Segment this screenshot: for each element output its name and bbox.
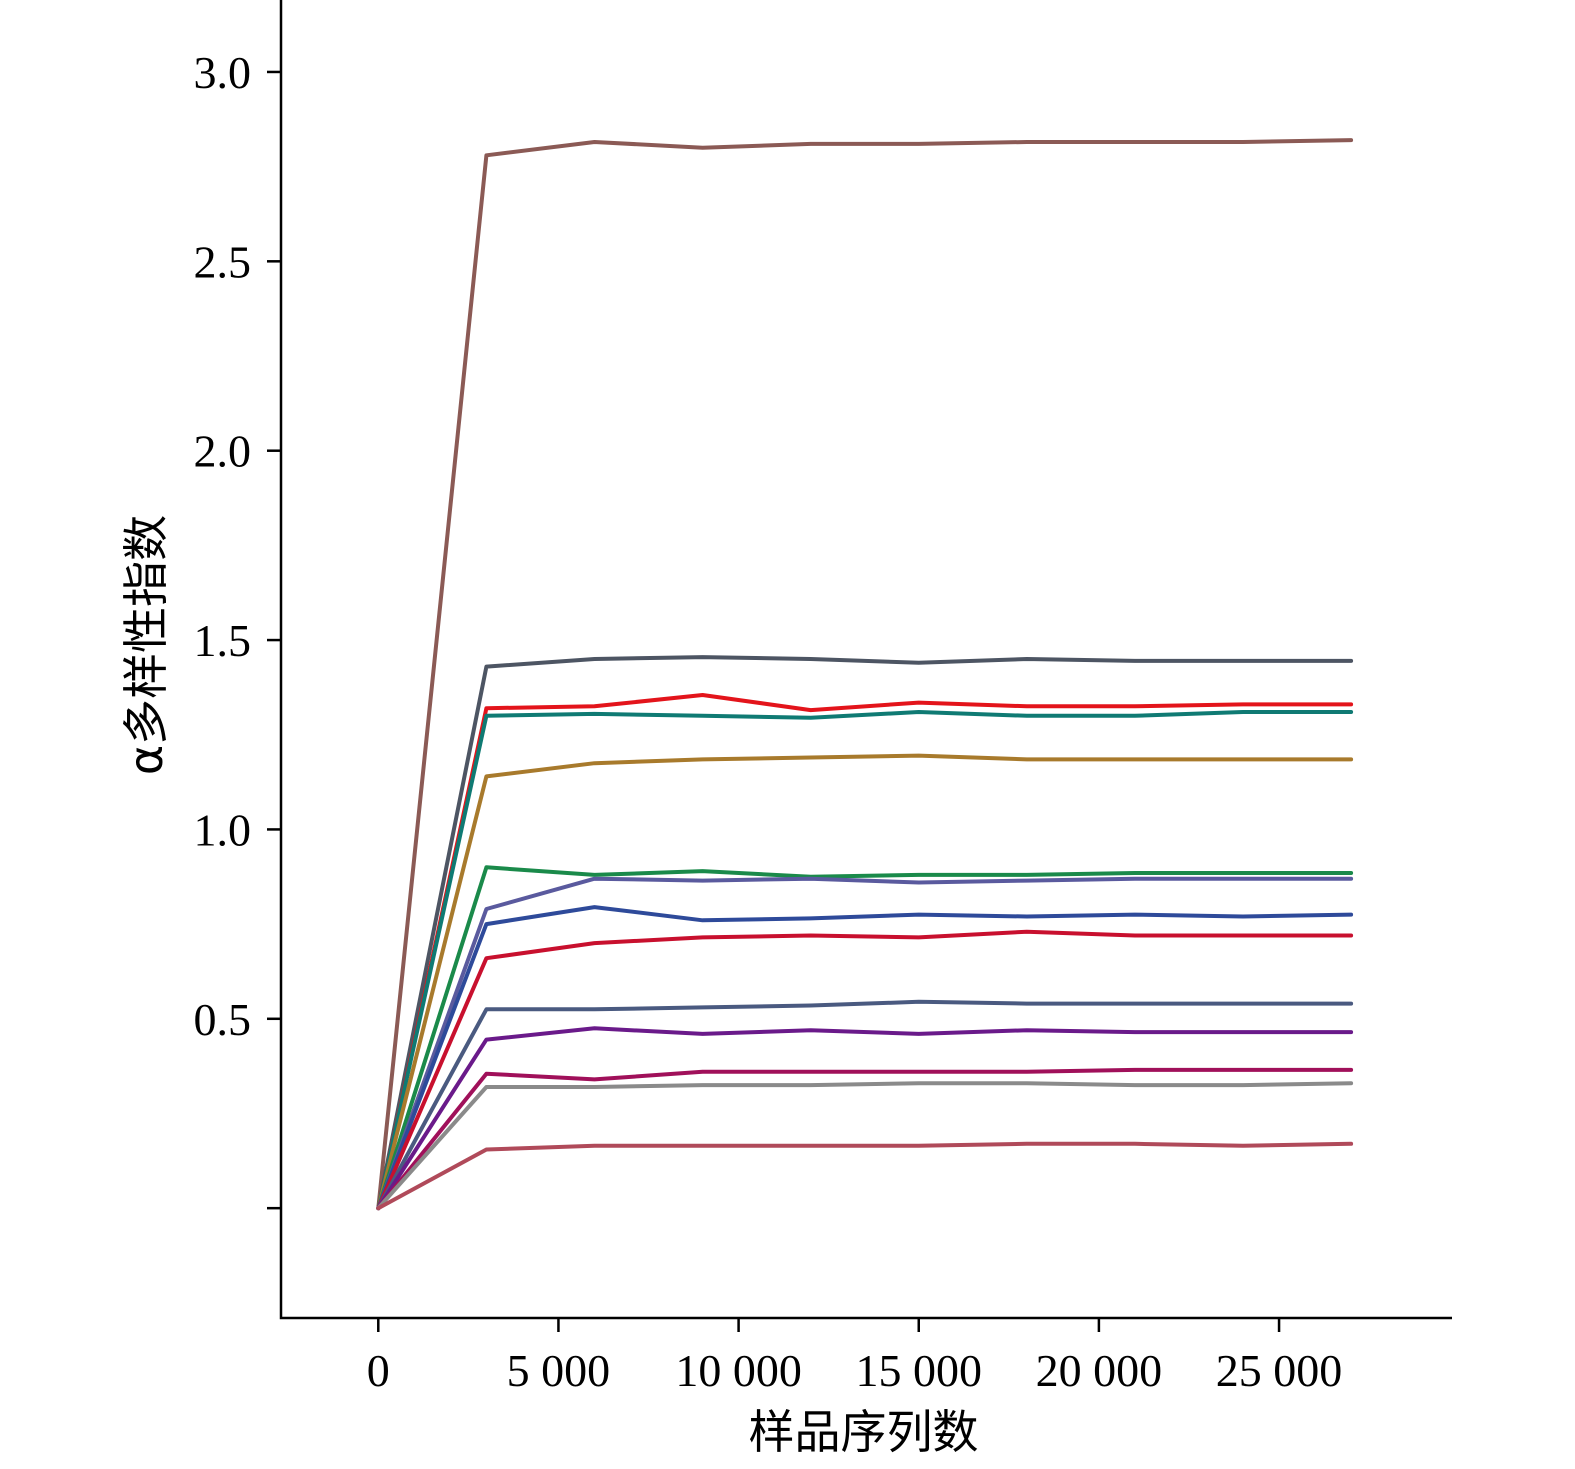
series-line-4 [376, 710, 1354, 1211]
y-tick-label: 2.5 [194, 236, 252, 287]
y-tick-label: 1.0 [194, 804, 252, 855]
axis-frame [279, 0, 1452, 1320]
x-tick-label: 15 000 [855, 1345, 982, 1396]
axes-layer [279, 0, 1452, 1320]
y-ticks: 0.5 1.0 1.5 2.0 2.5 3.0 [194, 47, 281, 1210]
series-line-10 [376, 999, 1354, 1211]
y-axis-title: α多样性指数 [119, 515, 173, 775]
x-ticks: 0 5 000 10 000 15 000 20 000 25 000 [367, 1318, 1343, 1396]
series-line-11 [376, 1026, 1354, 1211]
series-layer [376, 138, 1354, 1211]
x-axis-title: 样品序列数 [749, 1405, 979, 1459]
series-line-9 [376, 929, 1354, 1211]
y-tick-label: 1.5 [194, 615, 252, 666]
series-line-1 [376, 138, 1354, 1211]
series-line-14 [376, 1141, 1354, 1211]
series-line-3 [376, 693, 1354, 1211]
y-tick-label: 3.0 [194, 47, 252, 98]
series-line-8 [376, 905, 1354, 1211]
series-line-12 [376, 1067, 1354, 1211]
series-line-6 [376, 865, 1354, 1211]
x-tick-label: 25 000 [1216, 1345, 1343, 1396]
series-line-2 [376, 655, 1354, 1211]
series-line-7 [376, 876, 1354, 1211]
x-tick-label: 0 [367, 1345, 390, 1396]
x-tick-label: 5 000 [507, 1345, 611, 1396]
y-tick-label: 2.0 [194, 426, 252, 477]
series-line-13 [376, 1081, 1354, 1211]
x-tick-label: 20 000 [1036, 1345, 1163, 1396]
series-line-5 [376, 753, 1354, 1211]
x-tick-label: 10 000 [675, 1345, 802, 1396]
y-tick-label: 0.5 [194, 994, 252, 1045]
